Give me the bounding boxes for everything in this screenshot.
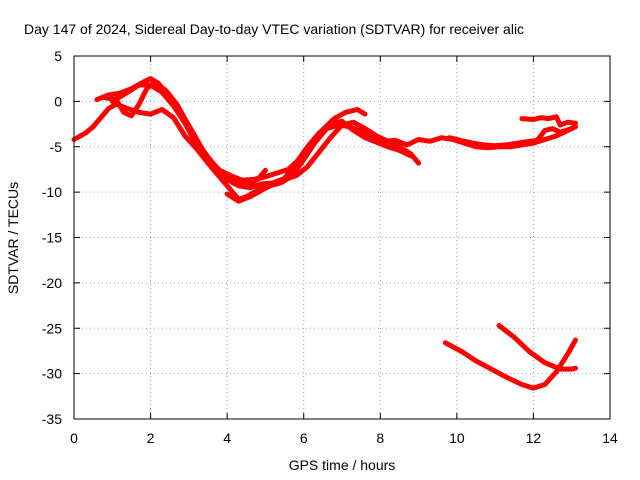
series-line-track-1: [71, 101, 578, 202]
x-tick-label: 0: [70, 430, 78, 446]
series-line-track-9: [496, 323, 578, 372]
y-tick-label: -20: [42, 275, 62, 291]
x-axis: 0 2 4 6 8 10 12 14: [70, 56, 618, 446]
series-line-track-5: [224, 119, 422, 204]
x-tick-label: 2: [147, 430, 155, 446]
y-tick-label: -15: [42, 230, 62, 246]
series-line-track-2: [94, 76, 414, 191]
chart-title: Day 147 of 2024, Sidereal Day-to-day VTE…: [24, 21, 524, 37]
series-line-track-7: [519, 114, 578, 128]
series-line-track-8: [442, 337, 578, 391]
x-tick-label: 6: [300, 430, 308, 446]
y-tick-label: 5: [54, 48, 62, 64]
y-axis-label: SDTVAR / TECUs: [5, 182, 21, 294]
x-axis-label: GPS time / hours: [289, 457, 396, 473]
y-tick-label: -35: [42, 411, 62, 427]
grid: [74, 56, 610, 419]
y-tick-label: 0: [54, 93, 62, 109]
y-axis: 5 0 -5 -10 -15 -20 -25 -30 -35: [42, 48, 610, 427]
x-tick-label: 4: [223, 430, 231, 446]
series-line-track-4: [109, 82, 368, 183]
x-tick-label: 14: [602, 430, 618, 446]
y-tick-label: -25: [42, 320, 62, 336]
x-tick-label: 8: [376, 430, 384, 446]
series-line-track-6: [446, 126, 575, 149]
x-tick-label: 10: [449, 430, 465, 446]
x-tick-label: 12: [526, 430, 542, 446]
y-tick-label: -10: [42, 184, 62, 200]
series-line-track-3: [102, 79, 268, 188]
y-tick-label: -30: [42, 366, 62, 382]
y-tick-label: -5: [50, 139, 63, 155]
series-group: [71, 76, 578, 391]
